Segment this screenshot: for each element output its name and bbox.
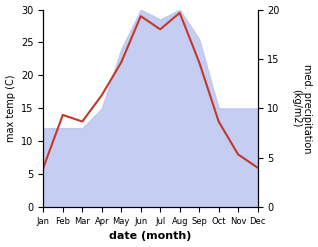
Y-axis label: max temp (C): max temp (C)	[5, 75, 16, 142]
Y-axis label: med. precipitation
(kg/m2): med. precipitation (kg/m2)	[291, 64, 313, 153]
X-axis label: date (month): date (month)	[109, 231, 192, 242]
